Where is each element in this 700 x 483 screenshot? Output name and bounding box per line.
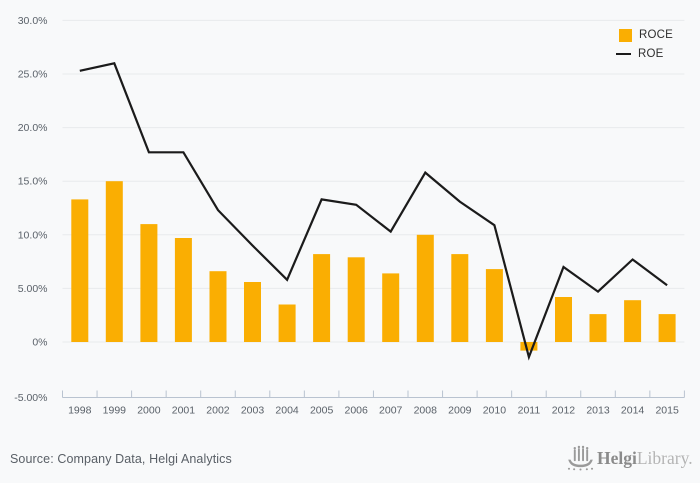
bar-roce-2011 <box>520 342 538 351</box>
x-axis-label: 2002 <box>206 405 230 417</box>
bar-roce-2003 <box>244 282 261 342</box>
source-note: Source: Company Data, Helgi Analytics <box>10 452 232 466</box>
bar-roce-2009 <box>451 254 469 342</box>
bar-roce-2005 <box>313 254 331 342</box>
bar-roce-2007 <box>382 273 400 342</box>
legend-label-roce: ROCE <box>639 29 674 41</box>
bar-roce-2004 <box>278 304 296 342</box>
bar-roce-2013 <box>589 314 607 342</box>
x-axis-label: 2008 <box>414 405 438 417</box>
x-axis-label: 2011 <box>518 405 541 417</box>
y-axis-label: 25.0% <box>18 69 48 81</box>
y-axis-label: 5.00% <box>18 283 48 295</box>
y-axis-label: 30.0% <box>18 15 48 27</box>
x-axis-label: 2001 <box>172 405 196 417</box>
y-axis-label: 20.0% <box>18 122 48 134</box>
logo-text-library: Library. <box>636 448 693 468</box>
roce-swatch-icon <box>619 28 632 42</box>
bar-roce-2008 <box>416 234 434 342</box>
y-axis-label: -5.00% <box>14 392 47 404</box>
bar-roce-2006 <box>347 257 365 342</box>
x-axis-label: 2010 <box>483 405 507 417</box>
y-axis-label: 15.0% <box>18 176 48 188</box>
legend-item-roce: ROCE <box>616 28 673 42</box>
logo-text-helgi: Helgi <box>597 448 637 468</box>
bar-roce-2001 <box>174 238 192 342</box>
chart-svg: 30.0% 25.0% 20.0% 15.0% 10.0% 5.00% 0% -5.00% 19… <box>14 15 685 417</box>
bar-roce-1998 <box>71 199 89 342</box>
y-axis-label: 10.0% <box>18 229 48 241</box>
legend-item-roe: ROE <box>616 47 673 61</box>
x-axis-label: 1999 <box>103 405 127 417</box>
x-axis-label: 2007 <box>379 405 403 417</box>
x-axis-label: 2000 <box>137 405 161 417</box>
bar-roce-2014 <box>624 300 642 342</box>
x-axis-label: 2015 <box>655 405 679 417</box>
bar-roce-1999 <box>105 181 123 342</box>
bar-roce-2012 <box>555 297 572 342</box>
x-axis-label: 2013 <box>586 405 610 417</box>
x-axis-label: 1998 <box>68 405 92 417</box>
logo-text: HelgiLibrary. <box>597 445 693 471</box>
x-axis-label: 2014 <box>621 405 645 417</box>
y-axis-label: 0% <box>32 337 47 349</box>
legend-label-roe: ROE <box>638 48 664 60</box>
x-axis-label: 2005 <box>310 405 334 417</box>
x-axis-label: 2012 <box>552 405 576 417</box>
chart-legend: ROCE ROE <box>616 28 673 61</box>
roe-swatch-icon <box>616 52 631 56</box>
x-axis-label: 2004 <box>275 405 299 417</box>
bar-roce-2010 <box>485 269 503 342</box>
viking-ship-icon <box>567 445 594 471</box>
bar-roce-2002 <box>209 271 227 342</box>
x-axis-label: 2003 <box>241 405 265 417</box>
line-roe <box>79 62 668 361</box>
x-axis-label: 2009 <box>448 405 472 417</box>
helgi-library-logo: HelgiLibrary. <box>567 445 693 471</box>
bar-roce-2015 <box>658 314 676 342</box>
x-axis-label: 2006 <box>344 405 368 417</box>
bar-roce-2000 <box>140 224 158 342</box>
